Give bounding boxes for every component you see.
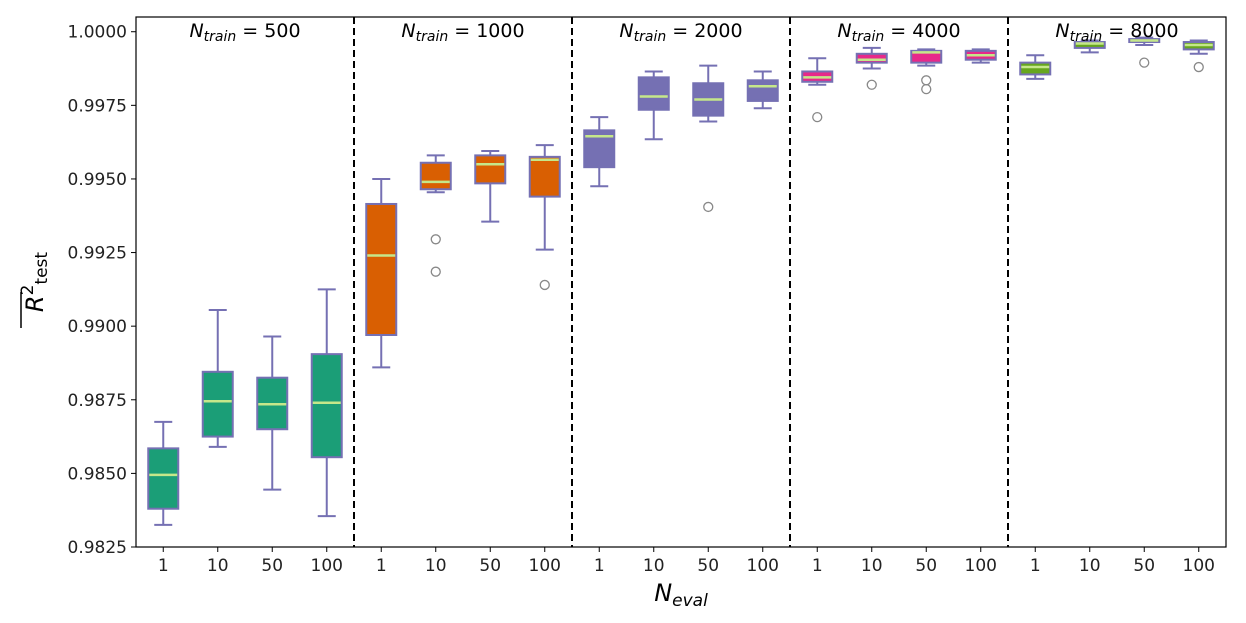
- x-tick-label: 50: [1133, 556, 1155, 576]
- panel-title-value: = 2000: [666, 20, 742, 42]
- box-iqr: [855, 52, 888, 64]
- box-iqr: [746, 79, 779, 102]
- x-tick-label: 50: [261, 556, 283, 576]
- y-axis-label-superscript: 2: [18, 285, 38, 296]
- panel-title-value: = 4000: [884, 20, 960, 42]
- x-tick-label: 50: [915, 556, 937, 576]
- x-tick-label: 1: [376, 556, 387, 576]
- box-iqr: [147, 447, 180, 510]
- box-iqr: [1019, 61, 1052, 76]
- y-tick-label: 1.0000: [68, 23, 127, 43]
- box-flier: [866, 79, 877, 90]
- panel-title-subscript: train: [1070, 29, 1103, 45]
- box-flier: [921, 83, 932, 95]
- box-flier: [430, 266, 441, 277]
- x-tick-label: 100: [965, 556, 997, 576]
- x-axis-label-symbol: N: [654, 579, 672, 607]
- y-tick-label: 0.9825: [68, 538, 127, 558]
- panel-title-symbol: N: [837, 20, 851, 42]
- x-tick-label: 10: [425, 556, 447, 576]
- panel-title-value: = 8000: [1102, 20, 1178, 42]
- x-tick-label: 100: [747, 556, 779, 576]
- x-tick-label: 100: [311, 556, 343, 576]
- panel-title-subscript: train: [204, 29, 237, 45]
- y-tick-label: 0.9925: [68, 244, 127, 264]
- x-tick-label: 10: [207, 556, 229, 576]
- axes: 0.9825 0.9850 0.9875 0.9900 0.9925 0.9950 0.99…: [18, 23, 1215, 611]
- x-tick-label: 50: [479, 556, 501, 576]
- x-axis-label-subscript: eval: [672, 591, 708, 611]
- x-axis-label: Neval: [654, 579, 708, 611]
- panel-title-value: = 1000: [448, 20, 524, 42]
- box-iqr: [637, 76, 670, 111]
- x-tick-label: 50: [697, 556, 719, 576]
- box-iqr: [201, 370, 234, 438]
- y-axis-label-text: R2test: [18, 252, 52, 312]
- box-iqr: [365, 202, 398, 336]
- box-flier: [430, 234, 441, 245]
- x-tick-label: 10: [643, 556, 665, 576]
- box-iqr: [910, 49, 943, 64]
- y-tick-label: 0.9875: [68, 391, 127, 411]
- panel-title-symbol: N: [401, 20, 415, 42]
- panel-title: Ntrain = 1000: [401, 20, 524, 45]
- box-flier: [1139, 57, 1150, 68]
- box-iqr: [419, 161, 452, 191]
- x-tick-label: 1: [158, 556, 169, 576]
- panel-title: Ntrain = 2000: [619, 20, 742, 45]
- box-flier: [539, 279, 550, 291]
- y-tick-label: 0.9900: [68, 317, 127, 337]
- y-axis-label-subscript: test: [32, 252, 52, 285]
- y-tick-label: 0.9950: [68, 170, 127, 190]
- panel-title-value: = 500: [236, 20, 300, 42]
- x-tick-label: 1: [1030, 556, 1041, 576]
- plot-area: [147, 17, 1215, 547]
- panel-title-symbol: N: [1055, 20, 1069, 42]
- x-tick-label: 100: [529, 556, 561, 576]
- panel-title: Ntrain = 8000: [1055, 20, 1178, 45]
- y-tick-label: 0.9850: [68, 464, 127, 484]
- panel-title: Ntrain = 4000: [837, 20, 960, 45]
- x-tick-label: 1: [594, 556, 605, 576]
- panel-title-subscript: train: [634, 29, 667, 45]
- box-iqr: [474, 154, 507, 185]
- panel-title-symbol: N: [189, 20, 203, 42]
- panel-title: Ntrain = 500: [189, 20, 300, 45]
- box-iqr: [528, 155, 561, 198]
- y-axis-label-symbol: R: [21, 295, 49, 312]
- x-tick-label: 10: [1079, 556, 1101, 576]
- x-tick-label: 10: [861, 556, 883, 576]
- box-iqr: [310, 353, 343, 459]
- panel-title-subscript: train: [852, 29, 885, 45]
- plot-frame: [135, 16, 1227, 548]
- y-axis-label: R2test: [18, 252, 52, 328]
- panel-titles: Ntrain = 500 Ntrain = 1000 Ntrain = 2000 Nt…: [189, 20, 1178, 45]
- panel-title-symbol: N: [619, 20, 633, 42]
- box-flier: [1193, 61, 1204, 73]
- box-flier: [703, 201, 714, 213]
- box-iqr: [1073, 41, 1106, 49]
- x-tick-label: 100: [1183, 556, 1215, 576]
- x-tick-label: 1: [812, 556, 823, 576]
- y-tick-label: 0.9975: [68, 96, 127, 116]
- panel-title-subscript: train: [416, 29, 449, 45]
- box-flier: [812, 111, 823, 123]
